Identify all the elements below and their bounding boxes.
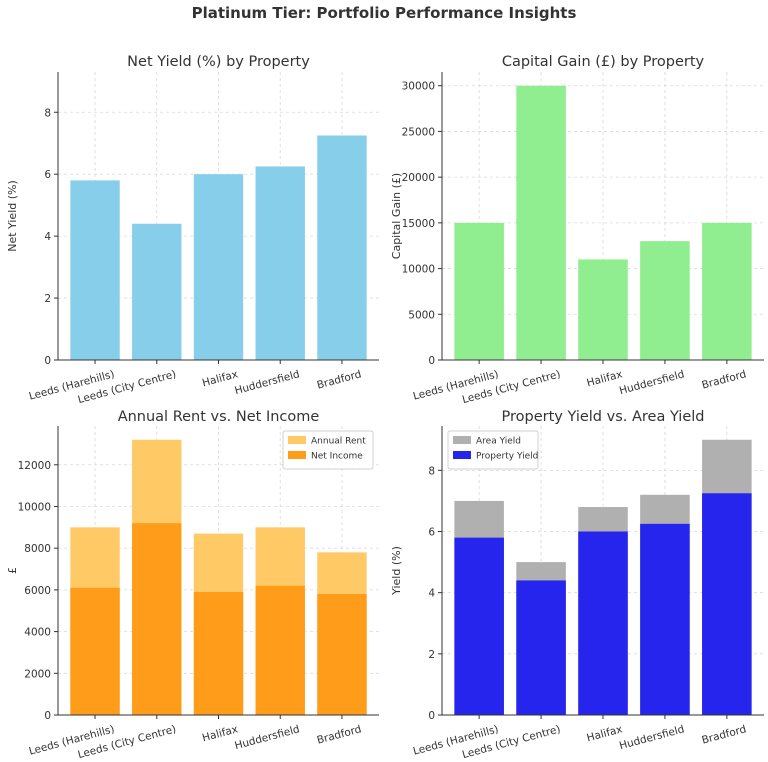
y-axis-label: Net Yield (%) xyxy=(6,180,19,252)
property-vs-area-yield-chart: Property Yield vs. Area Yield02468Leeds … xyxy=(390,409,764,761)
bar-bradford xyxy=(317,135,367,360)
y-tick-label: 0 xyxy=(428,710,435,722)
bar-bradford xyxy=(317,594,367,715)
bar-leeds-city-centre xyxy=(132,223,182,360)
y-tick-label: 8 xyxy=(428,465,435,477)
legend-label: Annual Rent xyxy=(311,437,366,447)
bar-huddersfield xyxy=(640,241,690,360)
y-axis-label: Capital Gain (£) xyxy=(390,173,403,259)
bar-bradford xyxy=(702,222,752,360)
y-tick-label: 6 xyxy=(428,527,435,539)
x-tick-label: Bradford xyxy=(316,368,363,391)
bar-halifax xyxy=(578,259,628,360)
legend: Area Yield Property Yield xyxy=(447,430,539,470)
series-values xyxy=(70,135,367,360)
y-tick-label: 6 xyxy=(44,169,51,181)
y-tick-label: 12000 xyxy=(18,460,51,472)
y-tick-label: 10000 xyxy=(402,264,435,276)
bar-leeds-city-centre xyxy=(516,580,566,715)
y-tick-label: 25000 xyxy=(402,126,435,138)
x-tick-label: Bradford xyxy=(701,723,748,746)
bar-huddersfield xyxy=(255,166,305,360)
chart-title: Annual Rent vs. Net Income xyxy=(118,409,320,425)
series-values xyxy=(454,85,752,360)
bar-leeds-harehills xyxy=(70,587,120,715)
capital-gain-chart: Capital Gain (£) by Property 0 5000 10000 15… xyxy=(390,54,764,406)
y-tick-label: 5000 xyxy=(408,309,435,321)
y-tick-label: 0 xyxy=(44,710,51,722)
bar-huddersfield xyxy=(255,585,305,715)
legend-swatch xyxy=(288,451,306,459)
y-tick-label: 2 xyxy=(428,649,435,661)
x-tick-label: Bradford xyxy=(701,368,748,391)
y-tick-label: 2000 xyxy=(24,668,51,680)
bar-halifax xyxy=(193,174,244,360)
chart-title: Net Yield (%) by Property xyxy=(127,54,310,70)
x-tick-label: Huddersfield xyxy=(618,723,686,752)
x-tick-label: Huddersfield xyxy=(618,368,686,397)
y-tick-label: 4 xyxy=(44,231,51,243)
legend-label: Property Yield xyxy=(476,452,538,462)
legend-swatch xyxy=(453,451,471,459)
bar-leeds-harehills xyxy=(70,180,120,360)
y-tick-label: 8 xyxy=(44,107,51,119)
y-axis-label: £ xyxy=(6,567,19,574)
legend-swatch xyxy=(288,436,306,444)
x-tick-label: Huddersfield xyxy=(233,368,301,397)
legend-swatch xyxy=(453,436,471,444)
x-tick-label: Bradford xyxy=(316,723,363,746)
y-tick-label: 10000 xyxy=(18,501,51,513)
bar-leeds-city-centre xyxy=(132,523,182,715)
y-tick-label: 0 xyxy=(44,355,51,367)
bar-leeds-harehills xyxy=(454,222,504,360)
series-net-income xyxy=(70,523,367,715)
y-axis-label: Yield (%) xyxy=(390,546,403,596)
y-tick-label: 15000 xyxy=(402,218,435,230)
legend-label: Area Yield xyxy=(476,437,521,447)
legend: Annual Rent Net Income xyxy=(282,430,374,470)
y-tick-label: 4000 xyxy=(24,627,51,639)
y-tick-label: 20000 xyxy=(402,172,435,184)
bar-halifax xyxy=(193,591,244,715)
x-tick-label: Huddersfield xyxy=(233,723,301,752)
bar-leeds-city-centre xyxy=(516,85,566,360)
chart-title: Property Yield vs. Area Yield xyxy=(502,409,705,425)
chart-title: Capital Gain (£) by Property xyxy=(502,54,705,70)
y-tick-label: 2 xyxy=(44,293,51,305)
bar-bradford xyxy=(702,493,752,715)
bar-halifax xyxy=(578,531,628,715)
y-tick-label: 0 xyxy=(428,355,435,367)
bar-leeds-harehills xyxy=(454,537,504,715)
y-tick-label: 8000 xyxy=(24,543,51,555)
y-tick-label: 30000 xyxy=(402,81,435,93)
figure-title: Platinum Tier: Portfolio Performance Ins… xyxy=(191,4,577,22)
series-property-yield xyxy=(454,493,752,715)
rent-vs-income-chart: Annual Rent vs. Net Income 0 2000 4000 6000 8… xyxy=(6,409,379,761)
y-tick-label: 6000 xyxy=(24,585,51,597)
y-tick-label: 4 xyxy=(428,588,435,600)
legend-label: Net Income xyxy=(311,452,363,462)
bar-huddersfield xyxy=(640,523,690,715)
